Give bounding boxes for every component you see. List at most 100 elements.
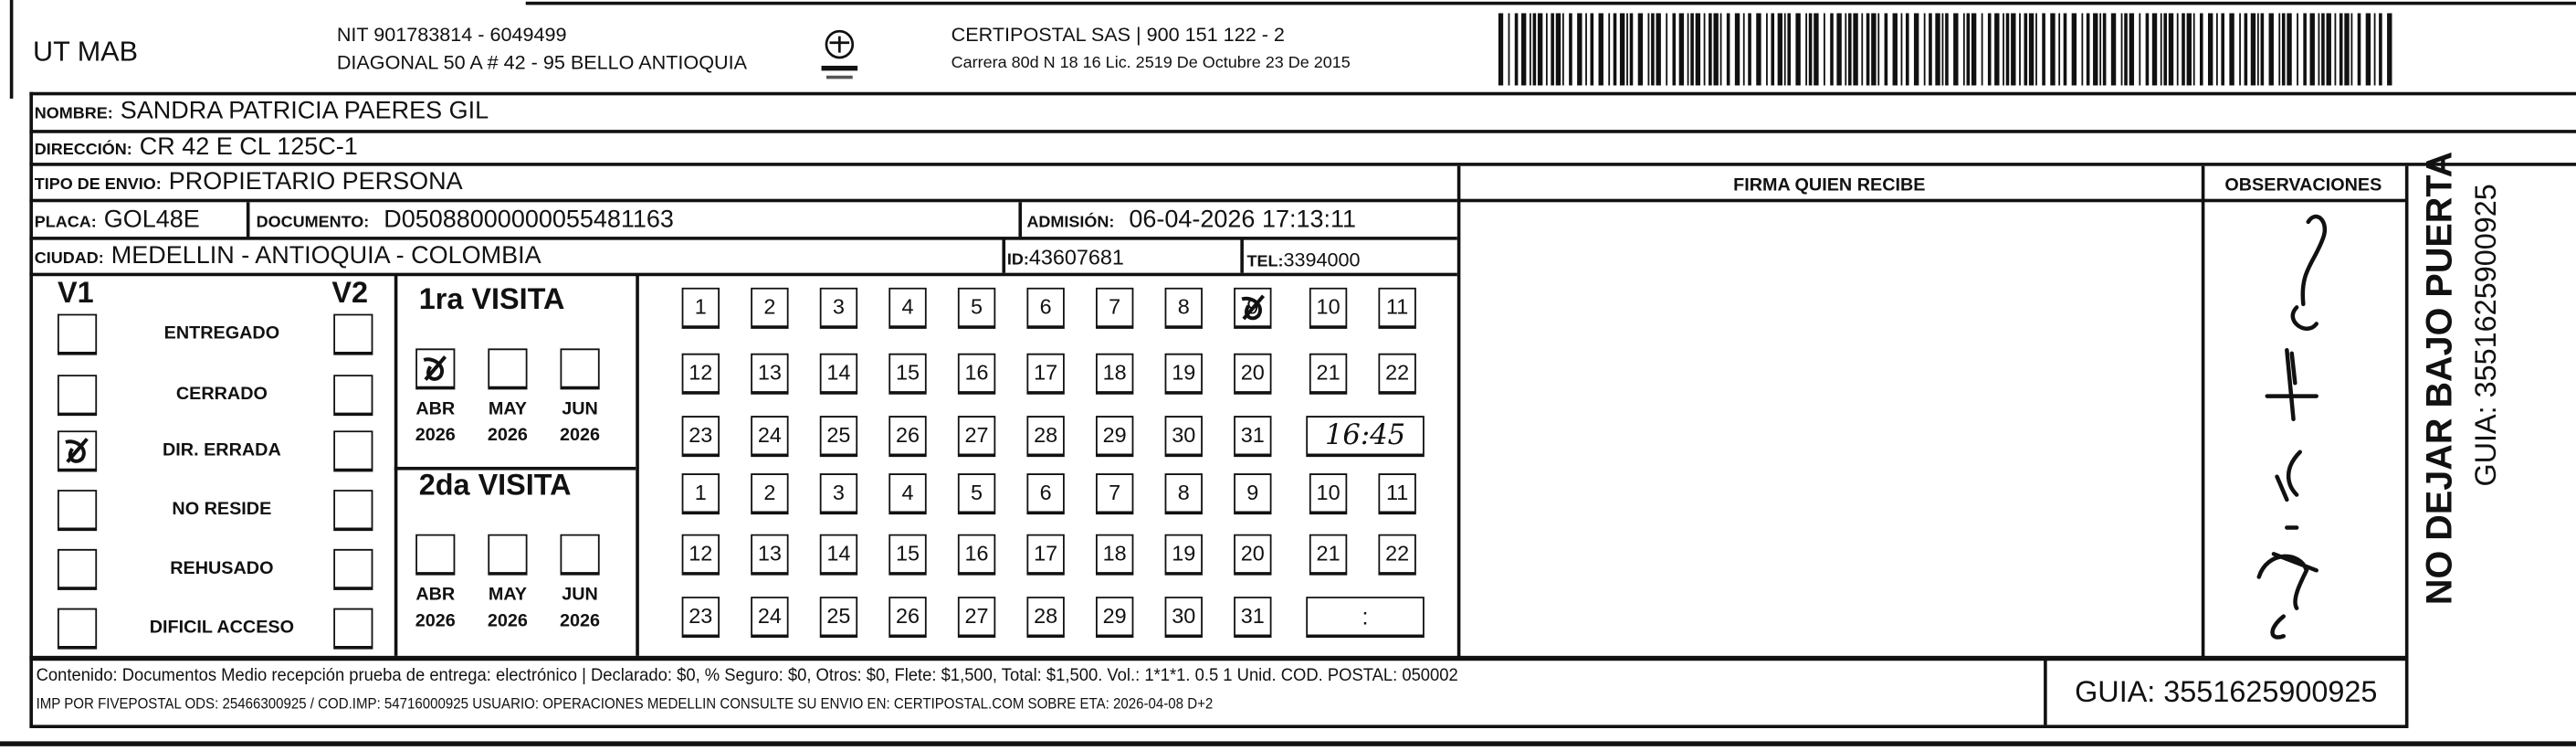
day-cell[interactable]: 30 (1164, 597, 1203, 639)
barcode-bar (2303, 13, 2307, 86)
day-cell[interactable]: 29 (1095, 416, 1134, 458)
day-cell[interactable]: 9 (1234, 287, 1272, 329)
day-cell[interactable]: 25 (819, 597, 858, 639)
month-checkbox[interactable] (415, 534, 456, 576)
day-cell[interactable]: 6 (1026, 287, 1065, 329)
day-cell[interactable]: 23 (681, 597, 720, 639)
day-cell[interactable]: 17 (1026, 534, 1065, 576)
v1-checkbox[interactable] (57, 313, 98, 355)
day-cell[interactable]: 28 (1026, 597, 1065, 639)
day-cell[interactable]: 11 (1378, 473, 1416, 515)
day-cell[interactable]: 14 (819, 353, 858, 395)
day-cell[interactable]: 11 (1378, 287, 1416, 329)
day-cell[interactable]: 21 (1309, 534, 1348, 576)
day-cell[interactable]: 31 (1234, 416, 1272, 458)
time-field[interactable]: : (1306, 597, 1425, 639)
barcode-bar (1695, 13, 1701, 86)
month-checkbox[interactable] (488, 534, 528, 576)
day-cell[interactable]: 17 (1026, 353, 1065, 395)
day-cell[interactable]: 7 (1095, 287, 1134, 329)
day-cell[interactable]: 4 (888, 287, 927, 329)
day-cell[interactable]: 27 (957, 416, 996, 458)
day-cell[interactable]: 7 (1095, 473, 1134, 515)
month-checkbox[interactable] (560, 348, 600, 390)
barcode-bar (2011, 13, 2016, 86)
day-cell[interactable]: 21 (1309, 353, 1348, 395)
barcode-bar (1656, 13, 1661, 86)
day-cell[interactable]: 10 (1309, 287, 1348, 329)
day-cell[interactable]: 5 (957, 287, 996, 329)
day-cell[interactable]: 10 (1309, 473, 1348, 515)
barcode-bar (1719, 13, 1722, 86)
day-cell[interactable]: 1 (681, 287, 720, 329)
day-number: 7 (1109, 480, 1121, 505)
day-cell[interactable]: 14 (819, 534, 858, 576)
month-checkbox[interactable] (560, 534, 600, 576)
day-cell[interactable]: 13 (751, 534, 789, 576)
day-cell[interactable]: 26 (888, 597, 927, 639)
barcode-bar (1987, 13, 1992, 86)
day-cell[interactable]: 8 (1164, 473, 1203, 515)
v2-checkbox[interactable] (333, 608, 373, 650)
city-label: CIUDAD: (34, 249, 104, 269)
day-cell[interactable]: 15 (888, 534, 927, 576)
day-cell[interactable]: 13 (751, 353, 789, 395)
v1-checkbox[interactable] (57, 608, 98, 650)
day-number: 31 (1240, 603, 1265, 629)
day-number: 29 (1102, 422, 1127, 448)
day-cell[interactable]: 2 (751, 287, 789, 329)
day-cell[interactable]: 19 (1164, 534, 1203, 576)
day-cell[interactable]: 31 (1234, 597, 1272, 639)
id-field: ID:43607681 (1007, 243, 1124, 272)
day-cell[interactable]: 20 (1234, 534, 1272, 576)
day-cell[interactable]: 25 (819, 416, 858, 458)
day-cell[interactable]: 5 (957, 473, 996, 515)
day-cell[interactable]: 18 (1095, 534, 1134, 576)
day-cell[interactable]: 27 (957, 597, 996, 639)
day-cell[interactable]: 26 (888, 416, 927, 458)
day-cell[interactable]: 23 (681, 416, 720, 458)
v2-checkbox[interactable] (333, 375, 373, 417)
month-checkbox[interactable] (488, 348, 528, 390)
day-cell[interactable]: 19 (1164, 353, 1203, 395)
time-field[interactable]: 16:45 (1306, 416, 1425, 458)
day-cell[interactable]: 18 (1095, 353, 1134, 395)
v1-checkbox[interactable] (57, 490, 98, 532)
day-number: 27 (964, 422, 989, 448)
day-cell[interactable]: 30 (1164, 416, 1203, 458)
status-label: REHUSADO (170, 558, 274, 579)
day-cell[interactable]: 1 (681, 473, 720, 515)
day-cell[interactable]: 3 (819, 473, 858, 515)
v1-checkbox[interactable] (57, 375, 98, 417)
day-cell[interactable]: 29 (1095, 597, 1134, 639)
day-cell[interactable]: 22 (1378, 534, 1416, 576)
day-cell[interactable]: 24 (751, 416, 789, 458)
day-cell[interactable]: 3 (819, 287, 858, 329)
day-cell[interactable]: 28 (1026, 416, 1065, 458)
day-cell[interactable]: 20 (1234, 353, 1272, 395)
v1-checkbox[interactable] (57, 430, 98, 472)
v2-checkbox[interactable] (333, 313, 373, 355)
day-cell[interactable]: 12 (681, 353, 720, 395)
address-value: CR 42 E CL 125C-1 (139, 132, 358, 162)
v2-checkbox[interactable] (333, 490, 373, 532)
divider (1002, 238, 1005, 273)
day-cell[interactable]: 24 (751, 597, 789, 639)
day-cell[interactable]: 16 (957, 353, 996, 395)
v2-checkbox[interactable] (333, 430, 373, 472)
v2-checkbox[interactable] (333, 548, 373, 590)
day-cell[interactable]: 8 (1164, 287, 1203, 329)
barcode-bar (1871, 13, 1877, 86)
day-cell[interactable]: 22 (1378, 353, 1416, 395)
day-number: 30 (1172, 422, 1196, 448)
day-cell[interactable]: 4 (888, 473, 927, 515)
day-cell[interactable]: 15 (888, 353, 927, 395)
day-cell[interactable]: 6 (1026, 473, 1065, 515)
day-cell[interactable]: 2 (751, 473, 789, 515)
day-cell[interactable]: 12 (681, 534, 720, 576)
signature-area[interactable] (1460, 204, 2200, 656)
month-checkbox[interactable] (415, 348, 456, 390)
v1-checkbox[interactable] (57, 548, 98, 590)
day-cell[interactable]: 16 (957, 534, 996, 576)
day-cell[interactable]: 9 (1234, 473, 1272, 515)
